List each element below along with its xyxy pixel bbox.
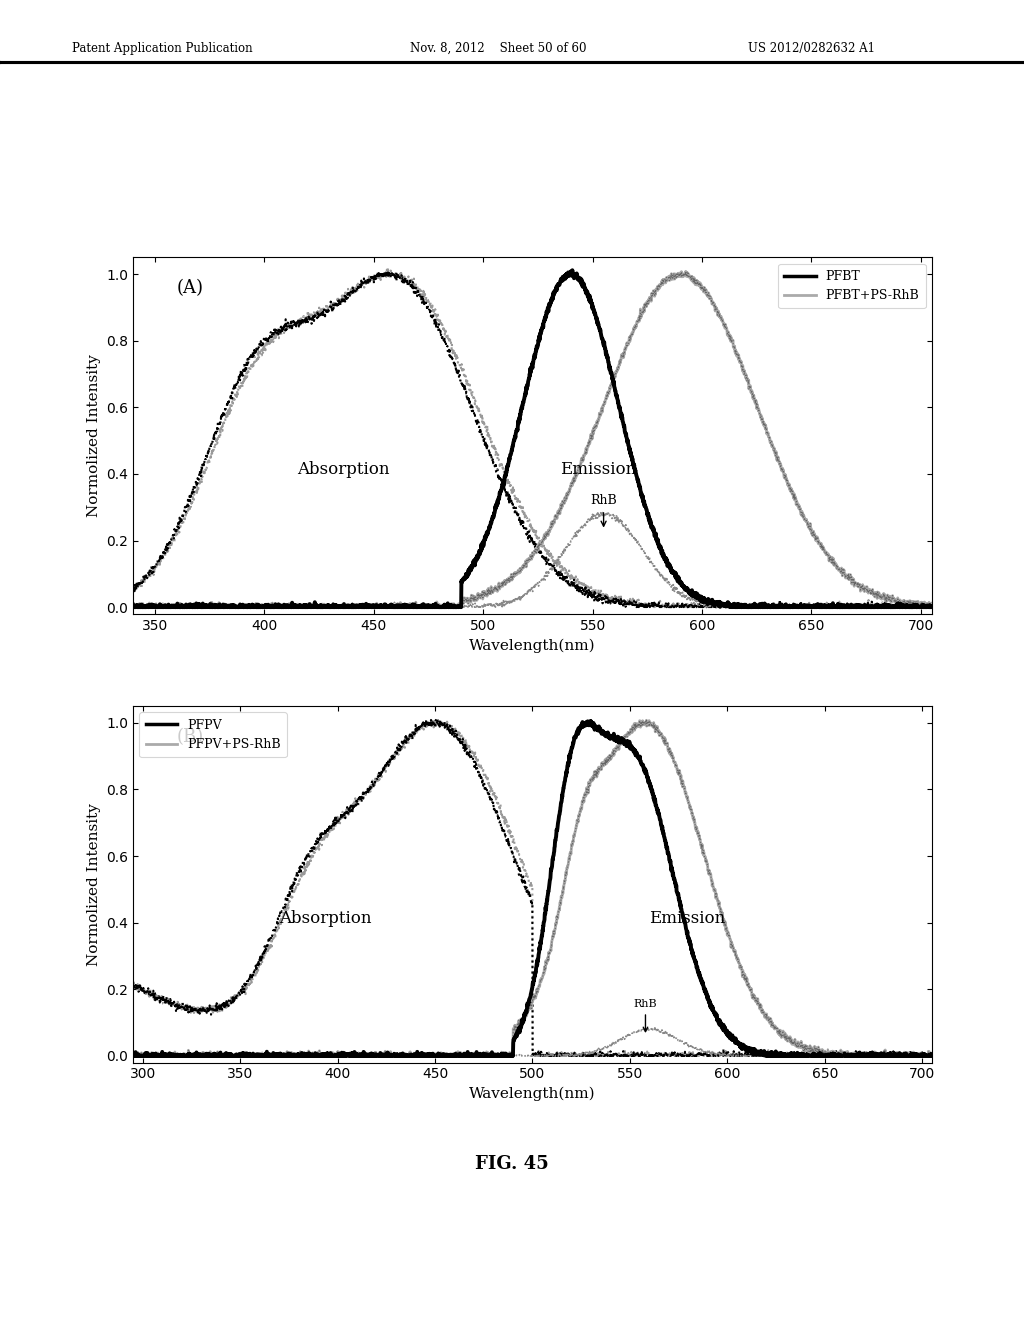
Text: Patent Application Publication: Patent Application Publication [72, 42, 252, 55]
Y-axis label: Normolized Intensity: Normolized Intensity [87, 803, 100, 966]
X-axis label: Wavelength(nm): Wavelength(nm) [469, 1086, 596, 1101]
Text: Emission: Emission [560, 461, 636, 478]
Text: (A): (A) [177, 279, 204, 297]
X-axis label: Wavelength(nm): Wavelength(nm) [469, 638, 596, 652]
Text: RhB: RhB [634, 999, 657, 1032]
Text: FIG. 45: FIG. 45 [475, 1155, 549, 1173]
Y-axis label: Normolized Intensity: Normolized Intensity [87, 354, 100, 517]
Legend: PFPV, PFPV+PS-RhB: PFPV, PFPV+PS-RhB [139, 713, 287, 758]
Text: Emission: Emission [649, 909, 726, 927]
Legend: PFBT, PFBT+PS-RhB: PFBT, PFBT+PS-RhB [778, 264, 926, 309]
Text: (B): (B) [177, 727, 205, 746]
Text: Absorption: Absorption [280, 909, 372, 927]
Text: RhB: RhB [590, 494, 617, 527]
Text: US 2012/0282632 A1: US 2012/0282632 A1 [748, 42, 874, 55]
Text: Nov. 8, 2012    Sheet 50 of 60: Nov. 8, 2012 Sheet 50 of 60 [410, 42, 586, 55]
Text: Absorption: Absorption [297, 461, 390, 478]
